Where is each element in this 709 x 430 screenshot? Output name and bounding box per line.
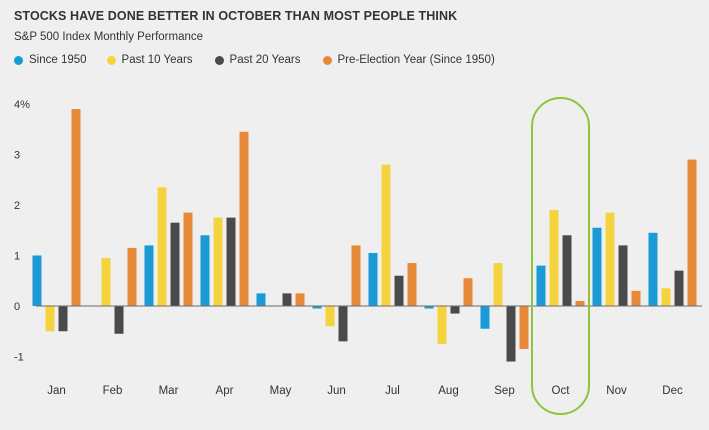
bar (200, 235, 210, 306)
x-tick-label: Jun (327, 385, 346, 397)
bar (183, 212, 193, 306)
bar (381, 164, 391, 306)
bar (506, 306, 516, 362)
bar (424, 306, 434, 309)
legend-label: Past 10 Years (121, 54, 193, 66)
bar (394, 275, 404, 306)
legend-item: Past 20 Years (214, 54, 301, 66)
chart-title: STOCKS HAVE DONE BETTER IN OCTOBER THAN … (14, 9, 458, 23)
y-tick-label: -1 (14, 352, 24, 364)
legend-label: Past 20 Years (229, 54, 301, 66)
x-tick-label: Feb (103, 385, 123, 397)
bar (562, 235, 572, 306)
highlight-oval (531, 97, 590, 415)
y-tick-label: 3 (14, 150, 20, 162)
bar (480, 306, 490, 329)
x-tick-label: May (270, 385, 292, 397)
bar (648, 232, 658, 306)
x-tick-label: Sep (494, 385, 514, 397)
bar (368, 252, 378, 306)
bar (618, 245, 628, 306)
chart-legend: Since 1950 Past 10 Years Past 20 Years Pre-… (14, 54, 495, 66)
bar (114, 306, 124, 334)
x-tick-label: Nov (606, 385, 627, 397)
bar (407, 263, 417, 306)
y-tick-label: 2 (14, 200, 20, 212)
x-tick-label: Jan (47, 385, 66, 397)
legend-item: Pre-Election Year (Since 1950) (322, 54, 495, 66)
bar (157, 187, 167, 306)
x-tick-label: Apr (216, 385, 234, 397)
bar (687, 159, 697, 306)
y-tick-label: 4% (14, 99, 30, 111)
bar (437, 306, 447, 344)
bar (312, 306, 322, 309)
bar (127, 247, 137, 306)
x-tick-label: Oct (552, 385, 571, 397)
bar (71, 109, 81, 306)
x-tick-label: Jul (385, 385, 400, 397)
legend-swatch (106, 55, 116, 65)
bar (144, 245, 154, 306)
bar (674, 270, 684, 306)
legend-label: Pre-Election Year (Since 1950) (337, 54, 495, 66)
bar (519, 306, 529, 349)
bar (226, 217, 236, 306)
bar (213, 217, 223, 306)
bar (338, 306, 348, 342)
bar (661, 288, 671, 306)
legend-swatch (214, 55, 224, 65)
bar (101, 258, 111, 306)
bar (32, 255, 42, 306)
legend-label: Since 1950 (29, 54, 87, 66)
legend-swatch (322, 55, 332, 65)
bar (256, 293, 266, 306)
chart-subtitle: S&P 500 Index Monthly Performance (14, 31, 204, 43)
bar (493, 263, 503, 306)
y-tick-label: 0 (14, 301, 20, 313)
bar (282, 293, 292, 306)
bar (631, 290, 641, 306)
bar (58, 306, 68, 332)
y-tick-label: 1 (14, 251, 20, 263)
bar (592, 227, 602, 306)
bar (536, 265, 546, 306)
bar (170, 222, 180, 306)
bar (463, 278, 473, 306)
x-tick-label: Dec (662, 385, 683, 397)
x-tick-label: Aug (438, 385, 458, 397)
bar (45, 306, 55, 332)
bar (575, 300, 585, 306)
bar (325, 306, 335, 327)
bar (295, 293, 305, 306)
legend-swatch (14, 55, 23, 65)
bar (351, 245, 361, 306)
x-tick-label: Mar (159, 385, 179, 397)
bar (239, 131, 249, 306)
bar (549, 210, 559, 306)
bar (605, 212, 615, 306)
legend-item: Past 10 Years (106, 54, 193, 66)
legend-item: Since 1950 (14, 54, 87, 66)
bar (450, 306, 460, 314)
